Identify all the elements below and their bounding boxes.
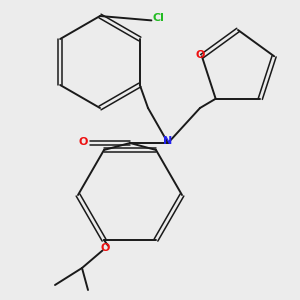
Text: O: O xyxy=(196,50,205,60)
Text: O: O xyxy=(79,137,88,147)
Text: Cl: Cl xyxy=(152,13,164,23)
Text: O: O xyxy=(100,243,110,253)
Text: N: N xyxy=(164,136,172,146)
